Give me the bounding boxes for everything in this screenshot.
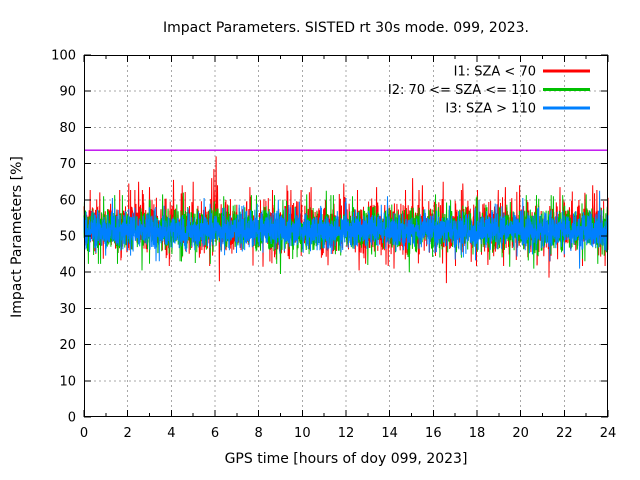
data-series bbox=[83, 156, 609, 284]
x-tick-label: 22 bbox=[556, 426, 573, 441]
y-axis-label: Impact Parameters [%] bbox=[9, 156, 25, 318]
series-I3 bbox=[83, 190, 609, 269]
chart-title: Impact Parameters. SISTED rt 30s mode. 0… bbox=[163, 20, 529, 36]
legend: I1: SZA < 70 I2: 70 <= SZA <= 110 I3: SZA … bbox=[388, 65, 590, 117]
y-tick-label: 0 bbox=[68, 411, 76, 426]
x-tick-label: 24 bbox=[600, 426, 617, 441]
y-tick-label: 90 bbox=[59, 85, 76, 100]
x-tick-label: 4 bbox=[167, 426, 175, 441]
y-tick-label: 70 bbox=[59, 157, 76, 172]
y-tick-label: 100 bbox=[51, 49, 76, 64]
x-tick-label: 10 bbox=[294, 426, 311, 441]
legend-label-I2: I2: 70 <= SZA <= 110 bbox=[388, 83, 536, 98]
legend-label-I1: I1: SZA < 70 bbox=[454, 65, 536, 80]
x-tick-label: 2 bbox=[124, 426, 132, 441]
x-tick-label: 20 bbox=[512, 426, 529, 441]
x-tick-label: 14 bbox=[381, 426, 398, 441]
y-tick-label: 80 bbox=[59, 121, 76, 136]
y-tick-label: 40 bbox=[59, 266, 76, 281]
y-tick-label: 50 bbox=[59, 230, 76, 245]
axes-and-ticks: 0 2 4 6 8 10 12 14 16 18 20 22 240102030405060708090… bbox=[51, 49, 616, 442]
y-tick-label: 30 bbox=[59, 302, 76, 317]
y-tick-label: 20 bbox=[59, 338, 76, 353]
y-tick-label: 10 bbox=[59, 374, 76, 389]
y-tick-label: 60 bbox=[59, 193, 76, 208]
x-tick-label: 12 bbox=[338, 426, 355, 441]
x-axis-label: GPS time [hours of doy 099, 2023] bbox=[224, 451, 468, 467]
x-tick-label: 18 bbox=[469, 426, 486, 441]
x-tick-label: 16 bbox=[425, 426, 442, 441]
legend-label-I3: I3: SZA > 110 bbox=[445, 102, 536, 117]
x-tick-label: 6 bbox=[211, 426, 219, 441]
x-tick-label: 8 bbox=[255, 426, 263, 441]
x-tick-label: 0 bbox=[80, 426, 88, 441]
